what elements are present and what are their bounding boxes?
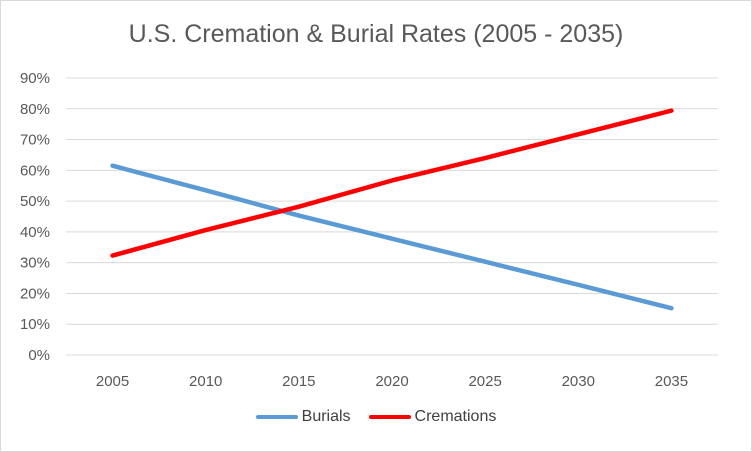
y-tick-label: 50% bbox=[20, 193, 50, 210]
y-tick-label: 0% bbox=[28, 347, 50, 364]
x-tick-label: 2015 bbox=[282, 373, 315, 390]
y-tick-label: 70% bbox=[20, 132, 50, 149]
x-tick-label: 2025 bbox=[468, 373, 501, 390]
x-axis-tick-labels: 2005 2010 2015 2020 2025 2030 2035 bbox=[96, 373, 688, 390]
x-tick-label: 2020 bbox=[375, 373, 408, 390]
y-tick-label: 60% bbox=[20, 162, 50, 179]
chart-title: U.S. Cremation & Burial Rates (2005 - 20… bbox=[128, 20, 624, 48]
x-tick-label: 2010 bbox=[189, 373, 222, 390]
gridlines bbox=[66, 77, 718, 356]
legend-item-cremations: Cremations bbox=[368, 408, 497, 426]
legend: Burials Cremations bbox=[0, 408, 752, 426]
y-tick-label: 10% bbox=[20, 316, 50, 333]
series-lines bbox=[110, 108, 674, 311]
legend-label-burials: Burials bbox=[301, 408, 351, 425]
y-tick-label: 30% bbox=[20, 255, 50, 272]
y-tick-label: 40% bbox=[20, 224, 50, 241]
legend-item-burials: Burials bbox=[255, 408, 351, 426]
legend-swatch-burials bbox=[255, 415, 298, 419]
x-tick-label: 2030 bbox=[562, 373, 595, 390]
x-tick-label: 2035 bbox=[655, 373, 688, 390]
legend-label-cremations: Cremations bbox=[414, 408, 497, 425]
series-line-cremations bbox=[110, 108, 674, 258]
y-tick-label: 20% bbox=[20, 285, 50, 302]
legend-swatch-cremations bbox=[368, 415, 411, 419]
series-line-burials bbox=[110, 163, 674, 311]
x-tick-label: 2005 bbox=[96, 373, 129, 390]
y-tick-label: 90% bbox=[20, 70, 50, 87]
y-tick-label: 80% bbox=[20, 101, 50, 118]
y-axis-tick-labels: 0% 10% 20% 30% 40% 50% 60% 70% 80% 90% bbox=[20, 70, 50, 364]
